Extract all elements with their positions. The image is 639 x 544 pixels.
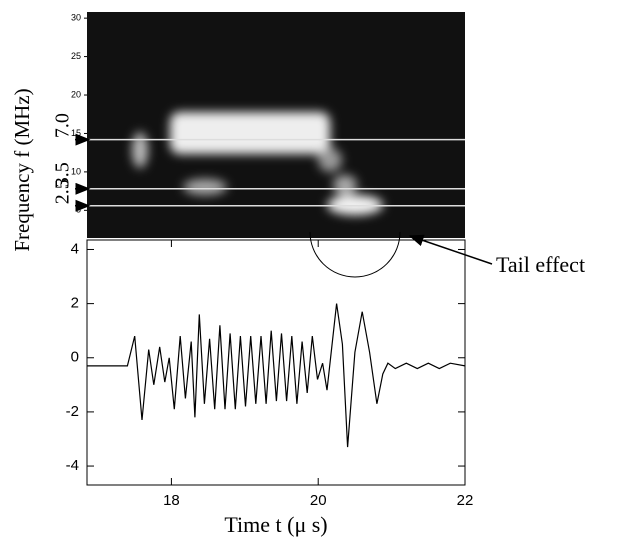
y-tick-label: 0	[71, 349, 79, 366]
tail-arrow	[408, 234, 493, 265]
y-tick-label: -4	[66, 457, 79, 474]
y-tick-label: 2	[71, 295, 79, 312]
annotation: Tail effect	[496, 252, 585, 277]
reference-label: 3.5	[52, 162, 74, 187]
y-tick-label: 25	[71, 51, 81, 61]
x-tick-label: 22	[457, 492, 474, 509]
x-tick-label: 20	[310, 492, 327, 509]
spectrogram-energy	[132, 112, 383, 215]
y-axis-label: Frequency f (MHz)	[10, 88, 34, 251]
y-tick-label: 20	[71, 89, 81, 99]
y-tick-label: -2	[66, 403, 79, 420]
tail-outline	[309, 231, 401, 278]
y-tick-label: 30	[71, 13, 81, 23]
y-tick-label: 4	[71, 240, 79, 257]
reference-label: 2.5	[52, 179, 74, 204]
y-tick-label: 10	[71, 166, 81, 176]
y-tick-label: 15	[71, 128, 81, 138]
plot-frame	[86, 239, 466, 486]
waveform	[87, 303, 466, 448]
x-tick-label: 18	[163, 492, 180, 509]
reference-label: 7.0	[52, 113, 74, 138]
x-axis-label: Time t (μ s)	[224, 512, 327, 537]
